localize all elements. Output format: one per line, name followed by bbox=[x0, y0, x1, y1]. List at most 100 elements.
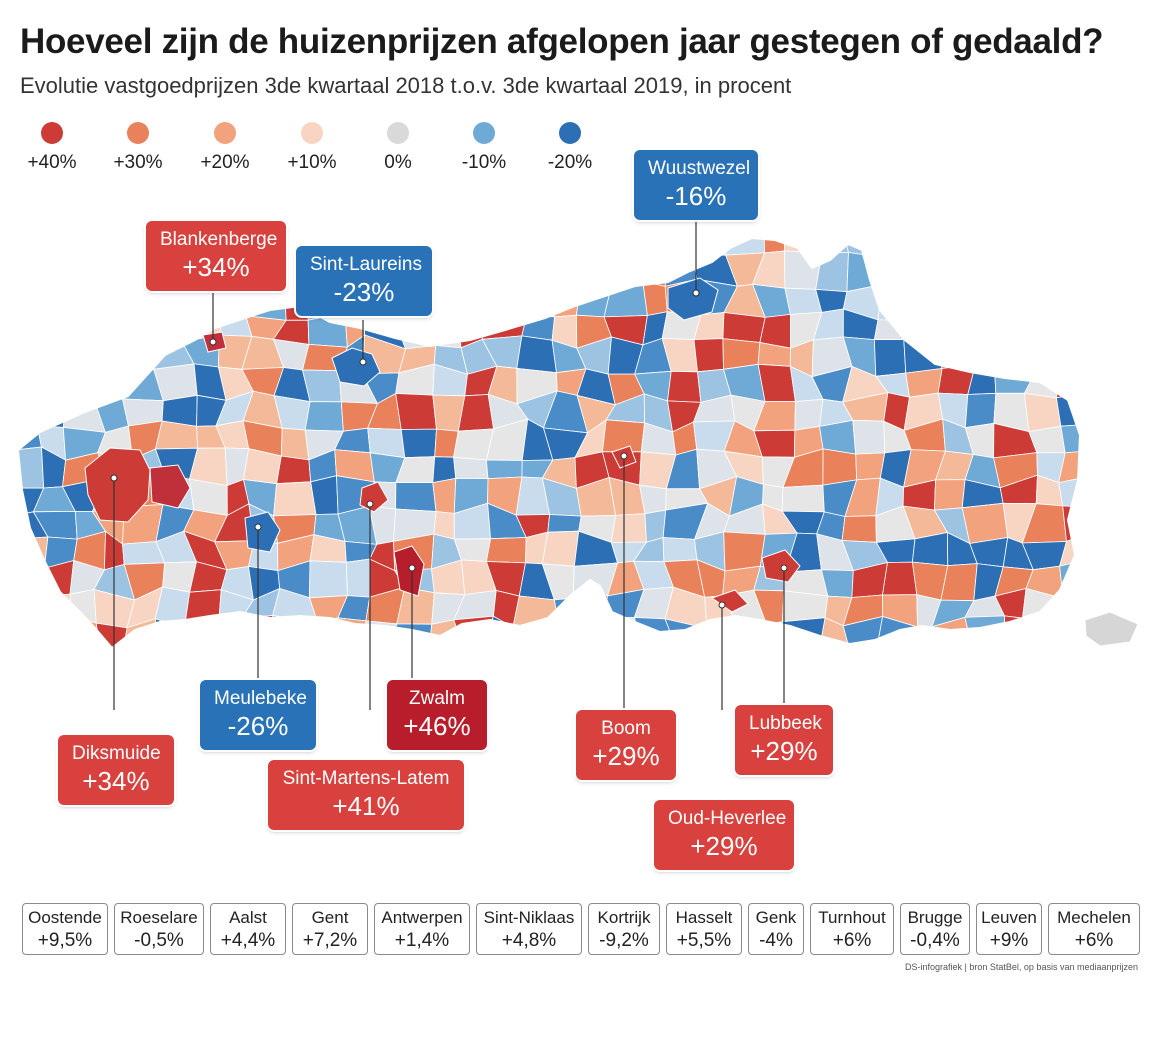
city-value: -9,2% bbox=[599, 930, 649, 951]
municipality-shape bbox=[1117, 363, 1143, 393]
municipality-shape bbox=[33, 338, 70, 371]
city-box-antwerpen: Antwerpen +1,4% bbox=[374, 903, 470, 955]
municipality-shape bbox=[938, 238, 970, 265]
municipality-shape bbox=[154, 420, 199, 450]
marker-dot bbox=[254, 523, 262, 531]
municipality-shape bbox=[992, 280, 1031, 313]
city-value: +4,8% bbox=[501, 930, 557, 951]
municipality-shape bbox=[964, 392, 997, 429]
municipality-shape bbox=[66, 238, 96, 257]
callout-name: Boom bbox=[601, 718, 651, 739]
municipality-shape bbox=[966, 259, 1005, 288]
sint-laureins-area bbox=[331, 347, 381, 387]
municipality-shape bbox=[642, 280, 668, 316]
municipality-shape bbox=[967, 362, 997, 395]
municipality-shape bbox=[879, 256, 917, 285]
callout-name: Blankenberge bbox=[160, 229, 278, 250]
municipality-shape bbox=[1086, 477, 1124, 516]
municipality-shape bbox=[453, 456, 489, 480]
municipality-shape bbox=[662, 537, 698, 563]
municipality-shape bbox=[781, 617, 826, 648]
municipality-shape bbox=[514, 238, 552, 252]
municipality-shape bbox=[1083, 560, 1115, 596]
municipality-shape bbox=[612, 251, 644, 282]
callout-sint-martens-latem: Sint-Martens-Latem +41% bbox=[268, 760, 464, 830]
municipality-shape bbox=[667, 370, 702, 403]
municipality-shape bbox=[727, 624, 768, 648]
municipality-shape bbox=[964, 615, 1006, 647]
marker-dot bbox=[718, 601, 726, 609]
municipality-shape bbox=[781, 590, 829, 623]
municipality-shape bbox=[603, 280, 648, 318]
callout-value: +41% bbox=[332, 791, 400, 821]
municipality-shape bbox=[400, 428, 437, 459]
municipality-shape bbox=[542, 250, 582, 294]
marker-dot bbox=[780, 564, 788, 572]
voeren-exclave bbox=[1084, 611, 1139, 647]
city-box-mechelen: Mechelen +6% bbox=[1048, 903, 1140, 955]
municipality-shape bbox=[486, 284, 528, 317]
municipality-shape bbox=[430, 284, 465, 322]
city-name: Aalst bbox=[229, 908, 267, 927]
municipality-shape bbox=[905, 368, 943, 398]
municipality-shape bbox=[18, 392, 43, 428]
municipality-shape bbox=[903, 318, 940, 342]
municipality-shape bbox=[516, 335, 557, 374]
city-value: +1,4% bbox=[394, 930, 450, 951]
municipality-shape bbox=[1033, 343, 1063, 376]
municipality-shape bbox=[462, 262, 491, 291]
municipality-shape bbox=[92, 238, 134, 262]
municipality-shape bbox=[547, 514, 582, 533]
municipality-shape bbox=[1059, 559, 1080, 599]
flanders-municipality-map bbox=[16, 220, 1152, 710]
municipality-shape bbox=[873, 339, 907, 377]
legend-swatch bbox=[473, 122, 495, 144]
municipality-shape bbox=[1115, 235, 1152, 259]
municipality-shape bbox=[937, 284, 977, 320]
municipality-shape bbox=[933, 307, 970, 347]
municipality-shape bbox=[966, 307, 1007, 347]
callout-name: Lubbeek bbox=[749, 713, 822, 734]
municipality-shape bbox=[722, 312, 766, 343]
municipality-shape bbox=[218, 617, 253, 648]
municipality-shape bbox=[184, 589, 222, 628]
city-box-aalst: Aalst +4,4% bbox=[210, 903, 286, 955]
municipality-shape bbox=[572, 595, 609, 619]
municipality-shape bbox=[241, 615, 279, 648]
marker-dot bbox=[692, 289, 700, 297]
municipality-shape bbox=[961, 502, 1009, 544]
municipality-shape bbox=[1022, 614, 1068, 648]
city-box-genk: Genk -4% bbox=[748, 903, 804, 955]
callout-name: Oud-Heverlee bbox=[668, 808, 787, 829]
city-box-brugge: Brugge -0,4% bbox=[900, 903, 970, 955]
municipality-shape bbox=[852, 419, 886, 455]
city-box-kortrijk: Kortrijk -9,2% bbox=[588, 903, 660, 955]
city-box-roeselare: Roeselare -0,5% bbox=[114, 903, 204, 955]
city-name: Brugge bbox=[907, 908, 963, 927]
legend-label: -20% bbox=[547, 152, 593, 173]
municipality-shape bbox=[307, 617, 340, 648]
municipality-shape bbox=[1057, 337, 1080, 367]
callout-name: Diksmuide bbox=[72, 743, 161, 764]
municipality-shape bbox=[1113, 287, 1151, 316]
koekelare-area bbox=[149, 464, 191, 509]
city-box-gent: Gent +7,2% bbox=[292, 903, 368, 955]
municipality-shape bbox=[601, 419, 646, 453]
legend-label: +40% bbox=[27, 152, 77, 173]
municipality-shape bbox=[130, 306, 162, 345]
marker-dot bbox=[209, 338, 217, 346]
municipality-shape bbox=[1117, 393, 1144, 421]
municipality-shape bbox=[1120, 478, 1151, 516]
callout-name: Sint-Martens-Latem bbox=[282, 768, 450, 789]
municipality-shape bbox=[18, 561, 45, 597]
city-name: Mechelen bbox=[1057, 908, 1131, 927]
municipality-shape bbox=[1052, 278, 1080, 322]
municipality-shape bbox=[606, 238, 641, 254]
legend-label: +10% bbox=[287, 152, 337, 173]
municipality-shape bbox=[1087, 393, 1123, 424]
municipality-shape bbox=[1025, 238, 1065, 264]
city-name: Sint-Niklaas bbox=[483, 908, 575, 927]
callout-diksmuide: Diksmuide +34% bbox=[58, 735, 174, 805]
municipality-shape bbox=[1025, 309, 1059, 346]
municipality-shape bbox=[580, 617, 610, 648]
